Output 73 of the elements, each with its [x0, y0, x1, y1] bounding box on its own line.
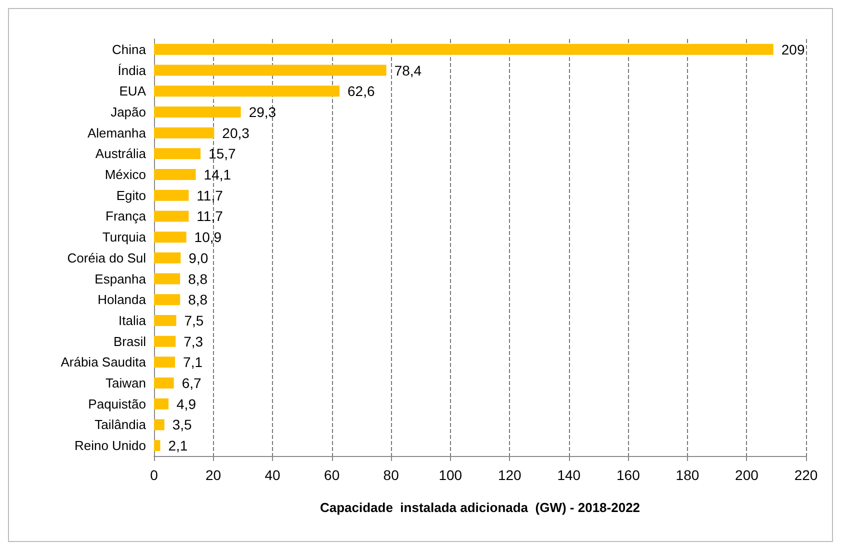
x-tick-label: 160 — [616, 467, 640, 483]
x-tick-label: 220 — [794, 467, 818, 483]
data-label: 7,3 — [184, 333, 204, 350]
bar — [154, 86, 340, 97]
y-tick-label: México — [104, 167, 146, 182]
data-label: 8,8 — [188, 292, 208, 308]
bar — [154, 273, 180, 284]
data-label: 10,9 — [194, 229, 222, 246]
x-tick-label: 80 — [383, 467, 400, 483]
y-tick-label: Turquia — [102, 230, 147, 245]
bar — [154, 294, 180, 306]
x-tick-label: 140 — [557, 467, 581, 483]
y-tick-label: EUA — [119, 84, 146, 99]
y-tick-label: Italia — [118, 312, 147, 328]
bar — [154, 210, 189, 222]
data-label: 7,1 — [183, 354, 203, 370]
x-axis-title: Capacidade instalada adicionada (GW) - 2018-2022 — [320, 500, 640, 515]
data-label: 78,4 — [394, 62, 422, 78]
data-label: 6,7 — [182, 375, 202, 392]
x-tick-label: 120 — [498, 467, 522, 483]
y-tick-label: Reino Unido — [74, 438, 146, 454]
data-label: 8,8 — [188, 270, 208, 287]
x-tick-label: 0 — [150, 467, 158, 483]
y-tick-label: Paquistão — [88, 396, 146, 412]
y-tick-label: Austrália — [95, 146, 147, 162]
data-label: 4,9 — [176, 396, 196, 412]
bar — [154, 106, 241, 118]
data-label: 15,7 — [208, 146, 236, 162]
data-label: 29,3 — [248, 104, 276, 120]
x-tick-label: 100 — [438, 467, 462, 483]
x-tick-label: 40 — [264, 467, 281, 483]
y-tick-label: Coréia do Sul — [67, 250, 146, 266]
y-tick-label: Alemanha — [87, 125, 147, 140]
bar — [154, 148, 201, 160]
bar — [154, 127, 214, 138]
data-label: 11,7 — [196, 208, 224, 224]
y-tick-label: Arábia Saudita — [60, 354, 147, 370]
bar — [154, 378, 174, 389]
y-tick-label: Taiwan — [106, 376, 146, 391]
bar — [154, 252, 181, 264]
bar — [154, 398, 169, 410]
bar — [154, 44, 774, 55]
y-tick-label: Tailândia — [94, 417, 147, 432]
y-tick-label: Egito — [116, 188, 146, 203]
bar — [154, 336, 176, 347]
y-tick-label: Holanda — [98, 292, 147, 308]
data-label: 14,1 — [204, 166, 232, 183]
x-tick-label: 200 — [735, 467, 759, 483]
data-label: 7,5 — [184, 312, 204, 328]
x-tick-label: 180 — [676, 467, 700, 483]
y-tick-label: França — [106, 208, 147, 224]
y-tick-label: Japão — [110, 104, 146, 120]
bar — [154, 314, 176, 326]
x-tick-label: 20 — [205, 467, 222, 483]
data-label: 9,0 — [188, 250, 208, 266]
y-tick-label: Índia — [118, 62, 147, 78]
bar — [154, 356, 176, 368]
data-label: 11,7 — [196, 187, 224, 204]
y-tick-label: Espanha — [94, 271, 147, 286]
bar — [154, 232, 186, 243]
data-label: 209 — [781, 41, 805, 58]
bar — [154, 419, 164, 430]
data-label: 20,3 — [222, 124, 250, 141]
y-tick-label: China — [112, 42, 147, 57]
data-label: 3,5 — [172, 416, 192, 433]
bar — [154, 440, 160, 452]
data-label: 62,6 — [348, 83, 375, 100]
bar — [154, 190, 189, 201]
x-tick-label: 60 — [324, 467, 340, 483]
y-tick-label: Brasil — [113, 334, 146, 349]
bar — [154, 64, 386, 76]
data-label: 2,1 — [168, 438, 188, 454]
bar — [154, 169, 196, 180]
